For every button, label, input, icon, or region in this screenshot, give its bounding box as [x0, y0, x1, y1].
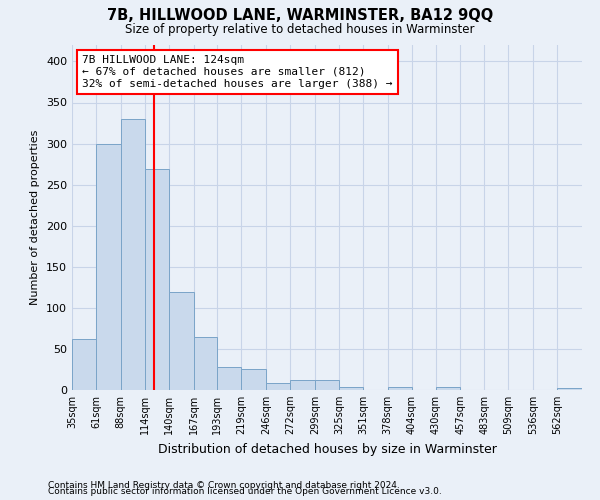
Bar	[194, 336, 217, 390]
X-axis label: Distribution of detached houses by size in Warminster: Distribution of detached houses by size …	[158, 442, 496, 456]
Bar	[169, 292, 194, 390]
Bar	[241, 370, 266, 390]
Y-axis label: Number of detached properties: Number of detached properties	[31, 130, 40, 305]
Bar	[557, 388, 582, 390]
Bar	[145, 169, 169, 390]
Text: Contains HM Land Registry data © Crown copyright and database right 2024.: Contains HM Land Registry data © Crown c…	[48, 481, 400, 490]
Bar	[121, 119, 145, 390]
Text: Size of property relative to detached houses in Warminster: Size of property relative to detached ho…	[125, 22, 475, 36]
Text: Contains public sector information licensed under the Open Government Licence v3: Contains public sector information licen…	[48, 488, 442, 496]
Bar	[290, 380, 315, 390]
Bar	[436, 386, 460, 390]
Bar	[339, 386, 363, 390]
Bar	[96, 144, 121, 390]
Text: 7B HILLWOOD LANE: 124sqm
← 67% of detached houses are smaller (812)
32% of semi-: 7B HILLWOOD LANE: 124sqm ← 67% of detach…	[82, 56, 392, 88]
Text: 7B, HILLWOOD LANE, WARMINSTER, BA12 9QQ: 7B, HILLWOOD LANE, WARMINSTER, BA12 9QQ	[107, 8, 493, 22]
Bar	[217, 367, 241, 390]
Bar	[388, 386, 412, 390]
Bar	[72, 339, 96, 390]
Bar	[266, 384, 290, 390]
Bar	[315, 380, 339, 390]
